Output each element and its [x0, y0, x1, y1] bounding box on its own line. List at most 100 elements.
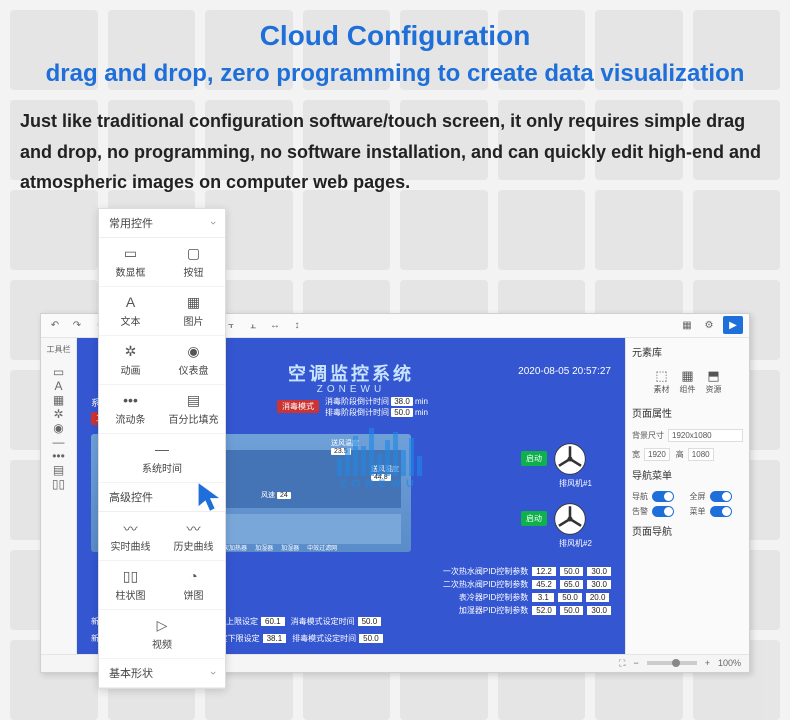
- canvas-datetime: 2020-08-05 20:57:27: [518, 366, 611, 377]
- resolution-select[interactable]: 1920x1080: [668, 429, 743, 442]
- palette-item-label: 文本: [121, 313, 141, 328]
- rail-header: 工具栏: [47, 344, 71, 355]
- palette-item-label: 系统时间: [142, 460, 182, 475]
- zoom-out-icon[interactable]: −: [633, 658, 638, 668]
- toggle-switch[interactable]: [652, 491, 674, 502]
- fit-icon[interactable]: ⛶: [619, 658, 625, 669]
- palette-item-icon: ▷: [157, 617, 168, 633]
- pid-value: 50.0: [560, 606, 584, 615]
- palette-item-label: 百分比填充: [169, 411, 219, 426]
- dist-h-icon[interactable]: ↔: [267, 317, 283, 333]
- timer1-label: 消毒阶段倒计时间: [325, 397, 389, 406]
- play-button[interactable]: ▶: [723, 316, 743, 334]
- page-title-2: drag and drop, zero programming to creat…: [20, 60, 770, 88]
- rail-tool[interactable]: —: [52, 435, 65, 449]
- param-value: 38.1: [263, 634, 287, 643]
- palette-item[interactable]: ▢按钮: [162, 238, 225, 287]
- rail-tool[interactable]: ✲: [52, 407, 65, 421]
- pid-params-panel: 一次热水阀PID控制参数12.250.030.0二次热水阀PID控制参数45.2…: [418, 566, 611, 618]
- rail-tool[interactable]: ▭: [52, 365, 65, 379]
- resolution-label: 背景尺寸: [632, 430, 664, 441]
- page-props-header: 页面属性: [632, 405, 743, 420]
- palette-item[interactable]: 〰实时曲线: [99, 512, 162, 561]
- palette-item[interactable]: •••流动条: [99, 385, 162, 434]
- library-tab[interactable]: ▦组件: [680, 368, 696, 395]
- palette-item-label: 数显框: [116, 264, 146, 279]
- palette-item[interactable]: ▤ 百分比填充: [162, 385, 225, 434]
- palette-item-label: 视频: [152, 636, 172, 651]
- pid-value: 65.0: [560, 580, 584, 589]
- palette-item[interactable]: A文本: [99, 287, 162, 336]
- property-panel: 元素库 ⬚素材▦组件⬒资源 页面属性 背景尺寸 1920x1080 宽1920 …: [625, 338, 749, 654]
- settings-icon[interactable]: ⚙: [701, 317, 717, 333]
- prop-header: 元素库: [632, 344, 743, 359]
- undo-icon[interactable]: ↶: [47, 317, 63, 333]
- palette-item[interactable]: 〰历史曲线: [162, 512, 225, 561]
- zoom-value: 100%: [718, 658, 741, 668]
- palette-section-common[interactable]: 常用控件: [99, 209, 225, 238]
- palette-item[interactable]: ✲动画: [99, 336, 162, 385]
- page-description: Just like traditional configuration soft…: [20, 106, 770, 198]
- palette-item-label: 图片: [184, 313, 204, 328]
- palette-item-icon: ✲: [125, 343, 137, 359]
- redo-icon[interactable]: ↷: [69, 317, 85, 333]
- palette-item-icon: —: [155, 441, 169, 457]
- pid-value: 30.0: [587, 606, 611, 615]
- pid-value: 50.0: [560, 567, 584, 576]
- fan-1: 启动 排风机#1: [521, 442, 601, 476]
- library-tab[interactable]: ⬚素材: [654, 368, 670, 395]
- grid-icon[interactable]: ▦: [679, 317, 695, 333]
- palette-item[interactable]: ▭ 数显框: [99, 238, 162, 287]
- rail-tool[interactable]: ▦: [52, 393, 65, 407]
- rail-tool[interactable]: A: [52, 379, 65, 393]
- pid-value: 50.0: [558, 593, 582, 602]
- palette-item-label: 实时曲线: [111, 538, 151, 553]
- cursor-icon: [196, 481, 224, 513]
- palette-item-icon: ◔: [189, 568, 197, 584]
- toggle-switch[interactable]: [710, 491, 732, 502]
- rail-tool[interactable]: ▯▯: [52, 477, 65, 491]
- timer2-value: 50.0: [391, 408, 413, 417]
- palette-section-shapes[interactable]: 基本形状: [99, 659, 225, 688]
- height-input[interactable]: 1080: [688, 448, 714, 461]
- timer1-value: 38.0: [391, 397, 413, 406]
- fan2-start-button[interactable]: 启动: [521, 511, 547, 526]
- rail-tool[interactable]: ◉: [52, 421, 65, 435]
- palette-item-icon: 〰: [124, 519, 138, 535]
- fan1-start-button[interactable]: 启动: [521, 451, 547, 466]
- palette-item[interactable]: — 系统时间: [99, 434, 225, 483]
- library-tab[interactable]: ⬒资源: [706, 368, 722, 395]
- palette-item-icon: ▭: [124, 245, 137, 261]
- pid-value: 3.1: [532, 593, 554, 602]
- palette-item-icon: ▤: [187, 392, 200, 408]
- dummy-mode-button[interactable]: 消毒模式: [277, 400, 319, 413]
- rail-tool[interactable]: ▤: [52, 463, 65, 477]
- palette-item-icon: ▢: [187, 245, 200, 261]
- width-input[interactable]: 1920: [644, 448, 670, 461]
- rail-tool[interactable]: •••: [52, 449, 65, 463]
- palette-item[interactable]: ◔饼图: [162, 561, 225, 610]
- dist-v-icon[interactable]: ↕: [289, 317, 305, 333]
- timer-panel: 消毒模式 消毒阶段倒计时间 38.0 min 排毒阶段倒计时间 50.0 min: [277, 396, 428, 418]
- align-bot-icon[interactable]: ⫠: [245, 317, 261, 333]
- palette-item-label: 仪表盘: [179, 362, 209, 377]
- component-palette-popup: 常用控件 ▭ 数显框 ▢按钮A文本▦图片✲动画◉仪表盘•••流动条 ▤ 百分比填充— 系统…: [98, 208, 226, 689]
- palette-item[interactable]: ▯▯柱状图: [99, 561, 162, 610]
- canvas-title: 空调监控系统: [288, 360, 414, 386]
- palette-item[interactable]: ◉仪表盘: [162, 336, 225, 385]
- toggle-switch[interactable]: [652, 506, 674, 517]
- palette-item[interactable]: ▦图片: [162, 287, 225, 336]
- nav-section-header: 导航菜单: [632, 467, 743, 482]
- pid-value: 12.2: [532, 567, 556, 576]
- palette-item[interactable]: ▷ 视频: [99, 610, 225, 659]
- toggle-switch[interactable]: [710, 506, 732, 517]
- palette-item-icon: 〰: [187, 519, 201, 535]
- pid-value: 45.2: [532, 580, 556, 589]
- zoom-in-icon[interactable]: +: [705, 658, 710, 668]
- palette-item-label: 流动条: [116, 411, 146, 426]
- pid-value: 30.0: [587, 567, 611, 576]
- page-title-1: Cloud Configuration: [20, 20, 770, 52]
- fan-2: 启动 排风机#2: [521, 502, 601, 536]
- fan1-label: 排风机#1: [559, 478, 592, 489]
- palette-item-label: 历史曲线: [174, 538, 214, 553]
